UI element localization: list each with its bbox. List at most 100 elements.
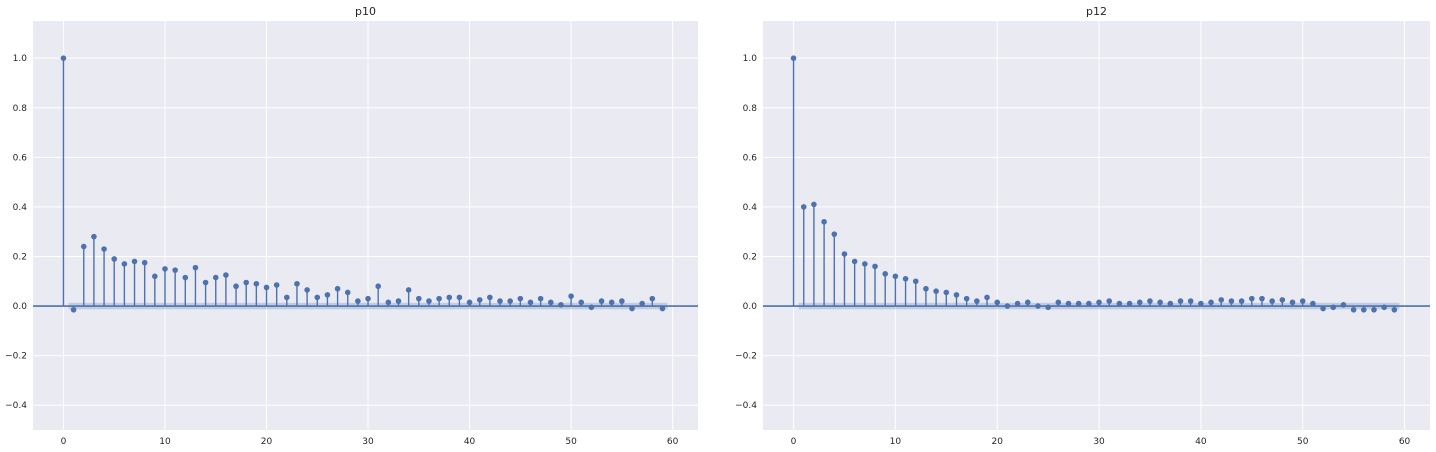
acf-point <box>1299 298 1306 304</box>
x-tick-label: 10 <box>159 437 171 447</box>
acf-point <box>284 294 290 301</box>
acf-point <box>141 259 148 266</box>
acf-point <box>253 280 260 287</box>
acf-point <box>172 267 178 273</box>
acf-point <box>497 298 503 304</box>
acf-point <box>1391 306 1398 313</box>
acf-chart-p10: 0 10 20 30 40 50 60 −0.4 −0.2 0.0 0.2 0.4 0.6 0.8 1.0 p… <box>5 5 698 447</box>
acf-point <box>344 289 351 296</box>
y-tick-label: 0.4 <box>743 203 758 213</box>
acf-point <box>355 298 361 304</box>
acf-point <box>375 283 381 290</box>
acf-point <box>841 251 848 257</box>
acf-point <box>639 300 645 307</box>
acf-point <box>436 295 442 302</box>
x-tick-label: 0 <box>791 437 797 447</box>
y-tick-label: −0.4 <box>735 401 757 411</box>
acf-point <box>70 306 77 313</box>
chart-title: p12 <box>1086 5 1107 18</box>
acf-point <box>568 293 574 299</box>
acf-point <box>659 305 666 312</box>
acf-point <box>1279 297 1286 303</box>
y-tick-label: 0.6 <box>13 153 28 163</box>
acf-point <box>811 201 817 208</box>
acf-point <box>121 261 128 267</box>
acf-point <box>1177 298 1184 304</box>
acf-point <box>517 295 524 302</box>
acf-point <box>101 246 107 252</box>
acf-point <box>1228 298 1235 304</box>
acf-point <box>456 294 463 301</box>
acf-point <box>1167 300 1174 307</box>
acf-point <box>953 292 960 298</box>
acf-point <box>1340 302 1347 308</box>
acf-point <box>152 273 158 280</box>
acf-point <box>1187 298 1194 304</box>
acf-point <box>1350 306 1357 313</box>
y-tick-label: −0.4 <box>5 401 27 411</box>
acf-point <box>334 285 341 292</box>
x-tick-label: 20 <box>261 437 273 447</box>
acf-point <box>1096 299 1102 306</box>
acf-point <box>1381 304 1387 311</box>
acf-point <box>131 258 138 265</box>
plot-background <box>763 21 1430 430</box>
acf-point <box>1238 298 1245 304</box>
acf-point <box>1310 300 1316 307</box>
acf-point <box>943 289 950 296</box>
acf-point <box>223 272 229 278</box>
acf-point <box>902 275 909 282</box>
acf-point <box>527 299 534 306</box>
acf-point <box>202 279 209 286</box>
acf-point <box>923 285 929 292</box>
x-tick-label: 60 <box>1399 437 1411 447</box>
acf-chart-p12: 0 10 20 30 40 50 60 −0.4 −0.2 0.0 0.2 0.4 0.6 0.8 1.0 p… <box>735 5 1430 447</box>
acf-point <box>994 299 1001 306</box>
acf-point <box>862 261 868 267</box>
acf-point <box>365 295 371 302</box>
acf-point <box>416 295 422 302</box>
acf-point <box>882 271 888 277</box>
acf-point <box>446 294 453 301</box>
acf-point <box>1004 303 1011 309</box>
acf-point <box>1259 295 1265 302</box>
acf-point <box>578 299 585 306</box>
y-tick-label: 0.8 <box>743 104 758 114</box>
acf-point <box>800 204 807 210</box>
acf-point <box>963 295 970 302</box>
acf-point <box>872 263 878 270</box>
acf-point <box>619 298 625 304</box>
x-tick-label: 30 <box>362 437 374 447</box>
acf-point <box>1065 300 1072 307</box>
acf-point <box>1248 295 1255 302</box>
acf-point <box>1198 300 1204 307</box>
acf-point <box>1289 299 1296 306</box>
x-tick-label: 50 <box>1297 437 1309 447</box>
acf-point <box>1361 306 1367 313</box>
x-tick-label: 10 <box>890 437 902 447</box>
acf-point <box>1330 304 1337 311</box>
x-tick-label: 0 <box>61 437 67 447</box>
acf-point <box>426 298 432 304</box>
acf-point <box>912 278 919 285</box>
acf-point <box>1320 305 1326 312</box>
acf-point <box>851 258 858 265</box>
x-tick-label: 50 <box>565 437 577 447</box>
x-tick-label: 60 <box>667 437 679 447</box>
acf-point <box>466 299 473 306</box>
y-tick-label: 0.2 <box>743 252 757 262</box>
acf-point <box>80 243 87 250</box>
acf-point <box>324 292 331 298</box>
acf-point <box>60 55 67 61</box>
y-tick-label: −0.2 <box>735 352 757 362</box>
y-tick-label: 0.0 <box>743 302 758 312</box>
y-tick-label: 0.4 <box>13 203 28 213</box>
acf-point <box>263 284 270 291</box>
acf-point <box>974 298 980 304</box>
y-tick-label: 1.0 <box>743 54 758 64</box>
y-tick-label: 0.0 <box>13 302 28 312</box>
acf-point <box>1045 304 1051 311</box>
acf-point <box>821 218 827 225</box>
acf-point <box>1055 299 1062 306</box>
